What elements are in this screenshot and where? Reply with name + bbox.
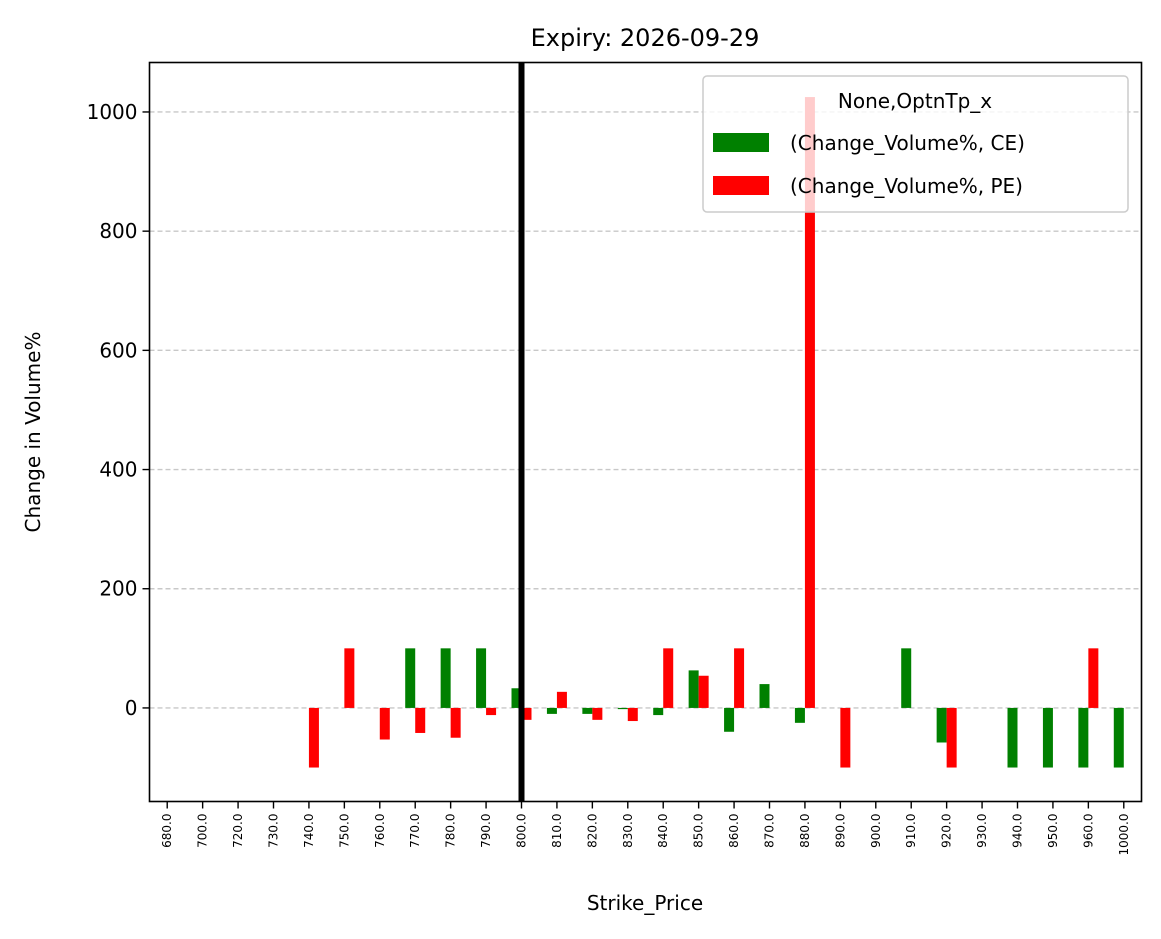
legend-label-pe: (Change_Volume%, PE) [790,174,1023,198]
bar-ce [476,648,487,708]
x-tick-label: 890.0 [833,814,847,848]
bar-ce [582,707,593,714]
bar-ce [1042,707,1053,768]
bar-pe [556,691,567,708]
x-tick-label: 1000.0 [1117,814,1131,856]
x-tick-label: 720.0 [231,814,245,848]
bar-ce [688,670,699,708]
bar-pe [840,707,851,768]
x-tick-label: 680.0 [160,814,174,848]
y-axis-ticks: 0 200 400 600 800 1000 [87,100,150,720]
x-tick-label: 770.0 [408,814,422,848]
bar-pe [663,648,674,708]
legend-box [702,75,1129,213]
bar-pe [627,707,638,722]
bar-pe [450,707,461,738]
bar-ce [440,648,451,708]
legend-swatch-ce [713,133,769,152]
bar-pe [946,707,957,768]
x-tick-label: 900.0 [869,814,883,848]
bar-ce [511,688,522,708]
bar-pe [698,675,709,708]
x-tick-label: 920.0 [940,814,954,848]
x-tick-label: 810.0 [550,814,564,848]
bar-ce [546,707,557,714]
bar-pe [592,707,603,720]
x-tick-label: 850.0 [692,814,706,848]
x-tick-label: 750.0 [337,814,351,848]
bar-pe [415,707,426,733]
bar-ce [759,684,770,708]
bar-pe [379,707,390,740]
y-tick-label: 400 [99,458,137,482]
chart-title: Expiry: 2026-09-29 [531,24,760,52]
legend-label-ce: (Change_Volume%, CE) [790,131,1025,155]
legend-title: None,OptnTp_x [838,89,992,113]
bar-ce [1007,707,1018,768]
y-tick-label: 0 [125,696,138,720]
x-tick-label: 860.0 [727,814,741,848]
x-tick-label: 870.0 [763,814,777,848]
bar-ce [901,648,912,708]
bar-ce [794,707,805,723]
x-tick-label: 830.0 [621,814,635,848]
bar-pe [1088,648,1099,708]
legend-swatch-pe [713,176,769,195]
x-tick-label: 800.0 [515,814,529,848]
bar-ce [617,707,628,710]
x-tick-label: 930.0 [975,814,989,848]
x-tick-label: 910.0 [904,814,918,848]
x-tick-label: 780.0 [444,814,458,848]
x-tick-label: 840.0 [656,814,670,848]
bar-ce [724,707,735,732]
x-tick-label: 790.0 [479,814,493,848]
y-tick-label: 600 [99,338,137,362]
legend: None,OptnTp_x (Change_Volume%, CE) (Chan… [702,75,1129,213]
bar-ce [936,707,947,743]
bars [308,97,1124,768]
bar-pe [344,648,355,708]
y-tick-label: 200 [99,577,137,601]
bar-ce [1113,707,1124,768]
x-axis-label: Strike_Price [587,891,703,915]
y-tick-label: 800 [99,219,137,243]
x-tick-label: 760.0 [373,814,387,848]
bar-ce [405,648,416,708]
bar-pe [521,707,532,720]
y-tick-label: 1000 [87,100,138,124]
x-tick-label: 700.0 [196,814,210,848]
bar-ce [1078,707,1089,768]
x-tick-label: 740.0 [302,814,316,848]
x-tick-label: 960.0 [1081,814,1095,848]
bar-pe [486,707,497,716]
x-tick-label: 820.0 [585,814,599,848]
x-tick-label: 880.0 [798,814,812,848]
plot-frame [148,61,1143,803]
x-tick-label: 950.0 [1046,814,1060,848]
bar-pe [734,648,745,708]
bar-pe [308,707,319,768]
x-tick-label: 730.0 [267,814,281,848]
bar-ce [653,707,664,716]
bar-pe [804,97,815,708]
y-axis-label: Change in Volume% [21,332,45,533]
x-axis-ticks: 680.0 700.0 720.0 730.0 740.0 750.0 760.0 770.0… [160,801,1131,856]
x-tick-label: 940.0 [1011,814,1025,848]
